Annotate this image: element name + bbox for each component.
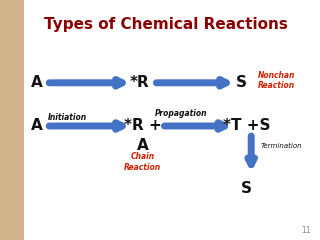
Text: *R: *R [129, 75, 149, 90]
Text: S: S [241, 181, 252, 196]
Text: Chain
Reaction: Chain Reaction [124, 152, 161, 172]
Text: *R +: *R + [124, 119, 161, 133]
Text: S: S [236, 75, 247, 90]
Text: Types of Chemical Reactions: Types of Chemical Reactions [44, 17, 288, 31]
Text: Initiation: Initiation [48, 113, 87, 122]
Text: Nonchan
Reaction: Nonchan Reaction [258, 71, 295, 90]
Text: Termination: Termination [261, 143, 302, 149]
Text: A: A [137, 138, 148, 153]
Text: Propagation: Propagation [155, 109, 207, 119]
Text: A: A [31, 119, 43, 133]
FancyBboxPatch shape [0, 0, 24, 240]
Text: *T +S: *T +S [223, 119, 270, 133]
Text: A: A [31, 75, 43, 90]
Text: 11: 11 [301, 226, 310, 235]
